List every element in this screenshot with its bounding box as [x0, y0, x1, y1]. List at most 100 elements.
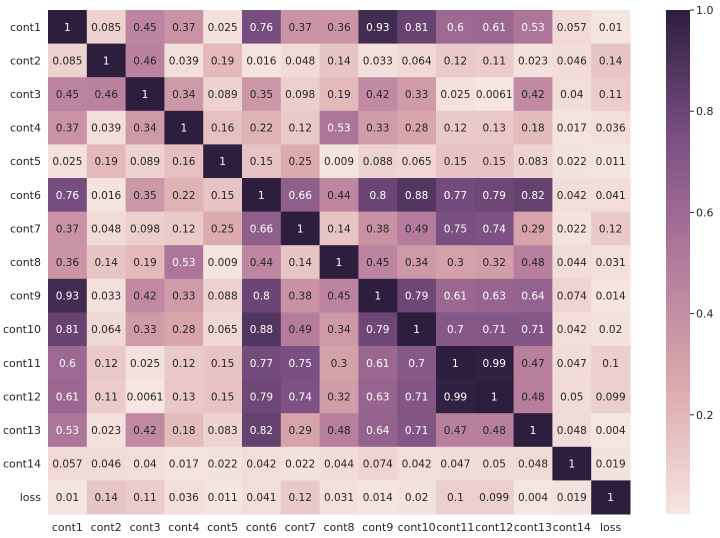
cell-value-label: 0.02 — [405, 492, 428, 504]
cell-value-label: 1 — [491, 391, 498, 403]
cell-value-label: 0.48 — [327, 425, 350, 437]
cell-value-label: 0.14 — [327, 55, 351, 67]
cell-value-label: 0.42 — [366, 89, 389, 101]
heatmap-cell — [397, 413, 437, 448]
cell-value-label: 0.44 — [250, 257, 274, 269]
cell-value-label: 0.1 — [602, 358, 619, 370]
heatmap-cell — [86, 278, 127, 313]
cell-value-label: 0.34 — [405, 257, 429, 269]
cell-value-label: 0.048 — [91, 223, 121, 235]
heatmap-cell — [280, 446, 321, 481]
cell-value-label: 0.046 — [557, 55, 587, 67]
column-tick-label: cont10 — [398, 521, 436, 534]
cell-value-label: 0.12 — [289, 492, 312, 504]
heatmap-cell — [48, 178, 88, 213]
heatmap-cell — [552, 278, 592, 313]
heatmap-cell — [48, 446, 88, 481]
cell-value-label: 0.18 — [521, 123, 544, 135]
heatmap-cell — [474, 413, 515, 448]
heatmap-cell — [591, 480, 631, 515]
cell-value-label: 0.041 — [596, 190, 626, 202]
heatmap-cell — [203, 77, 243, 112]
heatmap-cell — [436, 245, 476, 280]
heatmap-cell — [436, 43, 476, 78]
heatmap-cell — [474, 77, 515, 112]
heatmap-cell — [242, 413, 282, 448]
cell-value-label: 0.048 — [557, 425, 587, 437]
cell-value-label: 0.22 — [250, 123, 273, 135]
heatmap-cell — [474, 379, 515, 414]
heatmap-cell — [358, 346, 398, 381]
heatmap-cell — [358, 77, 398, 112]
heatmap-cell — [552, 480, 592, 515]
heatmap-cell — [319, 278, 359, 313]
cell-value-label: 1 — [374, 291, 381, 303]
cell-value-label: 0.47 — [444, 425, 467, 437]
cell-value-label: 1 — [142, 89, 149, 101]
cell-value-label: 0.025 — [130, 358, 160, 370]
heatmap-cell — [280, 312, 321, 347]
heatmap-cell — [203, 178, 243, 213]
cell-value-label: 0.016 — [91, 190, 121, 202]
row-tick-label: loss — [20, 491, 42, 504]
cell-value-label: 0.53 — [327, 123, 350, 135]
cell-value-label: 0.45 — [56, 89, 79, 101]
heatmap-cell — [436, 346, 476, 381]
heatmap-cell — [397, 480, 437, 515]
cell-value-label: 0.42 — [133, 425, 156, 437]
heatmap-cell — [397, 144, 437, 179]
cell-value-label: 0.16 — [211, 123, 235, 135]
cell-value-label: 0.42 — [521, 89, 544, 101]
heatmap-cell — [280, 245, 321, 280]
cell-value-label: 0.82 — [521, 190, 544, 202]
heatmap-cell — [397, 77, 437, 112]
cell-value-label: 0.025 — [440, 89, 470, 101]
cell-value-label: 0.44 — [327, 190, 351, 202]
heatmap-cell — [591, 346, 631, 381]
heatmap-cell — [397, 178, 437, 213]
cell-value-label: 0.098 — [285, 89, 315, 101]
cell-value-label: 0.011 — [208, 492, 238, 504]
cell-value-label: 0.12 — [289, 123, 312, 135]
heatmap-cell — [242, 178, 282, 213]
cell-value-label: 0.53 — [56, 425, 79, 437]
heatmap-cell — [552, 379, 592, 414]
cell-value-label: 0.32 — [327, 391, 350, 403]
heatmap-cell — [203, 278, 243, 313]
cell-value-label: 0.29 — [289, 425, 312, 437]
heatmap-cell — [125, 413, 165, 448]
heatmap-cell — [203, 379, 243, 414]
heatmap-cell — [436, 77, 476, 112]
cell-value-label: 1 — [258, 190, 265, 202]
cell-value-label: 0.33 — [172, 291, 195, 303]
cell-value-label: 0.15 — [250, 156, 273, 168]
heatmap-cell — [358, 278, 398, 313]
heatmap-cell — [319, 211, 359, 246]
heatmap-cell — [48, 379, 88, 414]
cell-value-label: 0.81 — [405, 22, 428, 34]
heatmap-cell — [203, 446, 243, 481]
heatmap-cell — [203, 110, 243, 145]
cell-value-label: 0.46 — [133, 55, 157, 67]
colorbar: 0.2 0.4 0.6 0.8 1.0 — [666, 4, 714, 514]
heatmap-cell — [203, 480, 243, 515]
cell-value-label: 0.13 — [483, 123, 506, 135]
heatmap-cell — [474, 312, 515, 347]
cell-value-label: 0.064 — [91, 324, 121, 336]
cell-value-label: 0.6 — [447, 22, 464, 34]
heatmap-cell — [319, 10, 359, 45]
cell-value-label: 0.039 — [91, 123, 121, 135]
cell-value-label: 0.12 — [172, 358, 195, 370]
cell-value-label: 0.33 — [405, 89, 428, 101]
cell-value-label: 0.35 — [133, 190, 156, 202]
row-tick-label: cont12 — [3, 390, 41, 403]
cell-value-label: 0.014 — [596, 291, 626, 303]
cell-value-label: 0.019 — [596, 459, 626, 471]
heatmap-cell — [125, 346, 165, 381]
heatmap-cell — [591, 413, 631, 448]
cell-value-label: 1 — [180, 123, 187, 135]
cell-value-label: 0.15 — [211, 391, 234, 403]
colorbar-tick-label: 0.2 — [696, 409, 714, 422]
cell-value-label: 0.12 — [444, 55, 467, 67]
